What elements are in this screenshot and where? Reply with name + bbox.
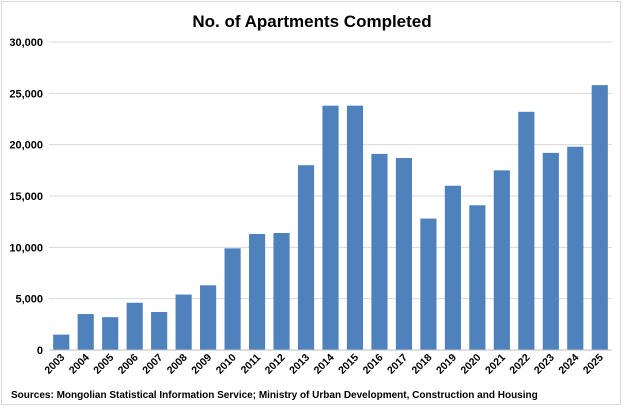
x-tick-label: 2007: [140, 352, 165, 377]
bar-2004: [77, 314, 94, 350]
x-tick-label: 2017: [385, 352, 410, 377]
x-tick-label: 2019: [434, 352, 459, 377]
x-tick-label: 2003: [42, 352, 67, 377]
x-tick-label: 2005: [91, 352, 116, 377]
x-tick-label: 2025: [581, 352, 606, 377]
x-tick-label: 2018: [410, 352, 435, 377]
bar-2015: [346, 105, 364, 350]
y-tick-label: 30,000: [9, 37, 43, 49]
y-tick-label: 25,000: [9, 88, 43, 100]
x-tick-label: 2015: [336, 352, 361, 377]
y-tick-label: 15,000: [9, 191, 43, 203]
x-tick-label: 2009: [189, 352, 214, 377]
bar-2020: [469, 205, 486, 350]
y-tick-label: 0: [37, 345, 43, 357]
x-axis-ticks: 2003 2004 2005 2006 2007 2008 2009 2010 2011 2012…: [42, 352, 606, 377]
bar-2017: [395, 158, 413, 350]
bar-2008: [175, 294, 192, 350]
chart-source-note: Sources: Mongolian Statistical Informati…: [11, 390, 538, 401]
gridlines: [49, 41, 612, 300]
bar-2023: [542, 152, 559, 350]
x-tick-label: 2008: [165, 352, 190, 377]
x-tick-label: 2011: [239, 352, 264, 377]
chart-title: No. of Apartments Completed: [192, 12, 431, 31]
x-tick-label: 2012: [263, 352, 288, 377]
x-tick-label: 2016: [361, 352, 386, 377]
bar-2010: [224, 248, 241, 350]
bar-2022: [518, 111, 535, 351]
x-tick-label: 2004: [67, 352, 92, 377]
bar-2009: [200, 285, 217, 350]
bar-2006: [126, 302, 143, 350]
y-tick-label: 5,000: [15, 294, 43, 306]
y-tick-label: 10,000: [9, 242, 43, 254]
x-tick-label: 2006: [116, 352, 141, 377]
x-tick-label: 2020: [458, 352, 483, 377]
bar-2013: [297, 165, 315, 350]
x-tick-label: 2014: [312, 352, 337, 377]
x-tick-label: 2021: [483, 352, 508, 377]
bar-2021: [493, 170, 510, 350]
bars: [53, 85, 608, 351]
bar-2025: [591, 85, 608, 351]
bar-2003: [53, 334, 70, 350]
bar-2018: [420, 218, 437, 350]
x-tick-label: 2013: [287, 352, 312, 377]
x-tick-label: 2024: [556, 352, 581, 377]
y-tick-label: 20,000: [9, 140, 43, 152]
bar-2024: [567, 146, 584, 350]
bar-2019: [444, 185, 461, 350]
bar-2012: [273, 232, 290, 350]
bar-2016: [371, 153, 388, 350]
x-tick-label: 2023: [532, 352, 557, 377]
bar-2005: [102, 317, 119, 350]
bar-2014: [322, 105, 339, 350]
bar-2007: [151, 312, 168, 350]
y-axis-ticks: 0 5,000 10,000 15,000 20,000 25,000 30,000: [9, 37, 43, 357]
x-tick-label: 2022: [507, 352, 532, 377]
x-tick-label: 2010: [214, 352, 239, 377]
bar-2011: [248, 233, 266, 350]
